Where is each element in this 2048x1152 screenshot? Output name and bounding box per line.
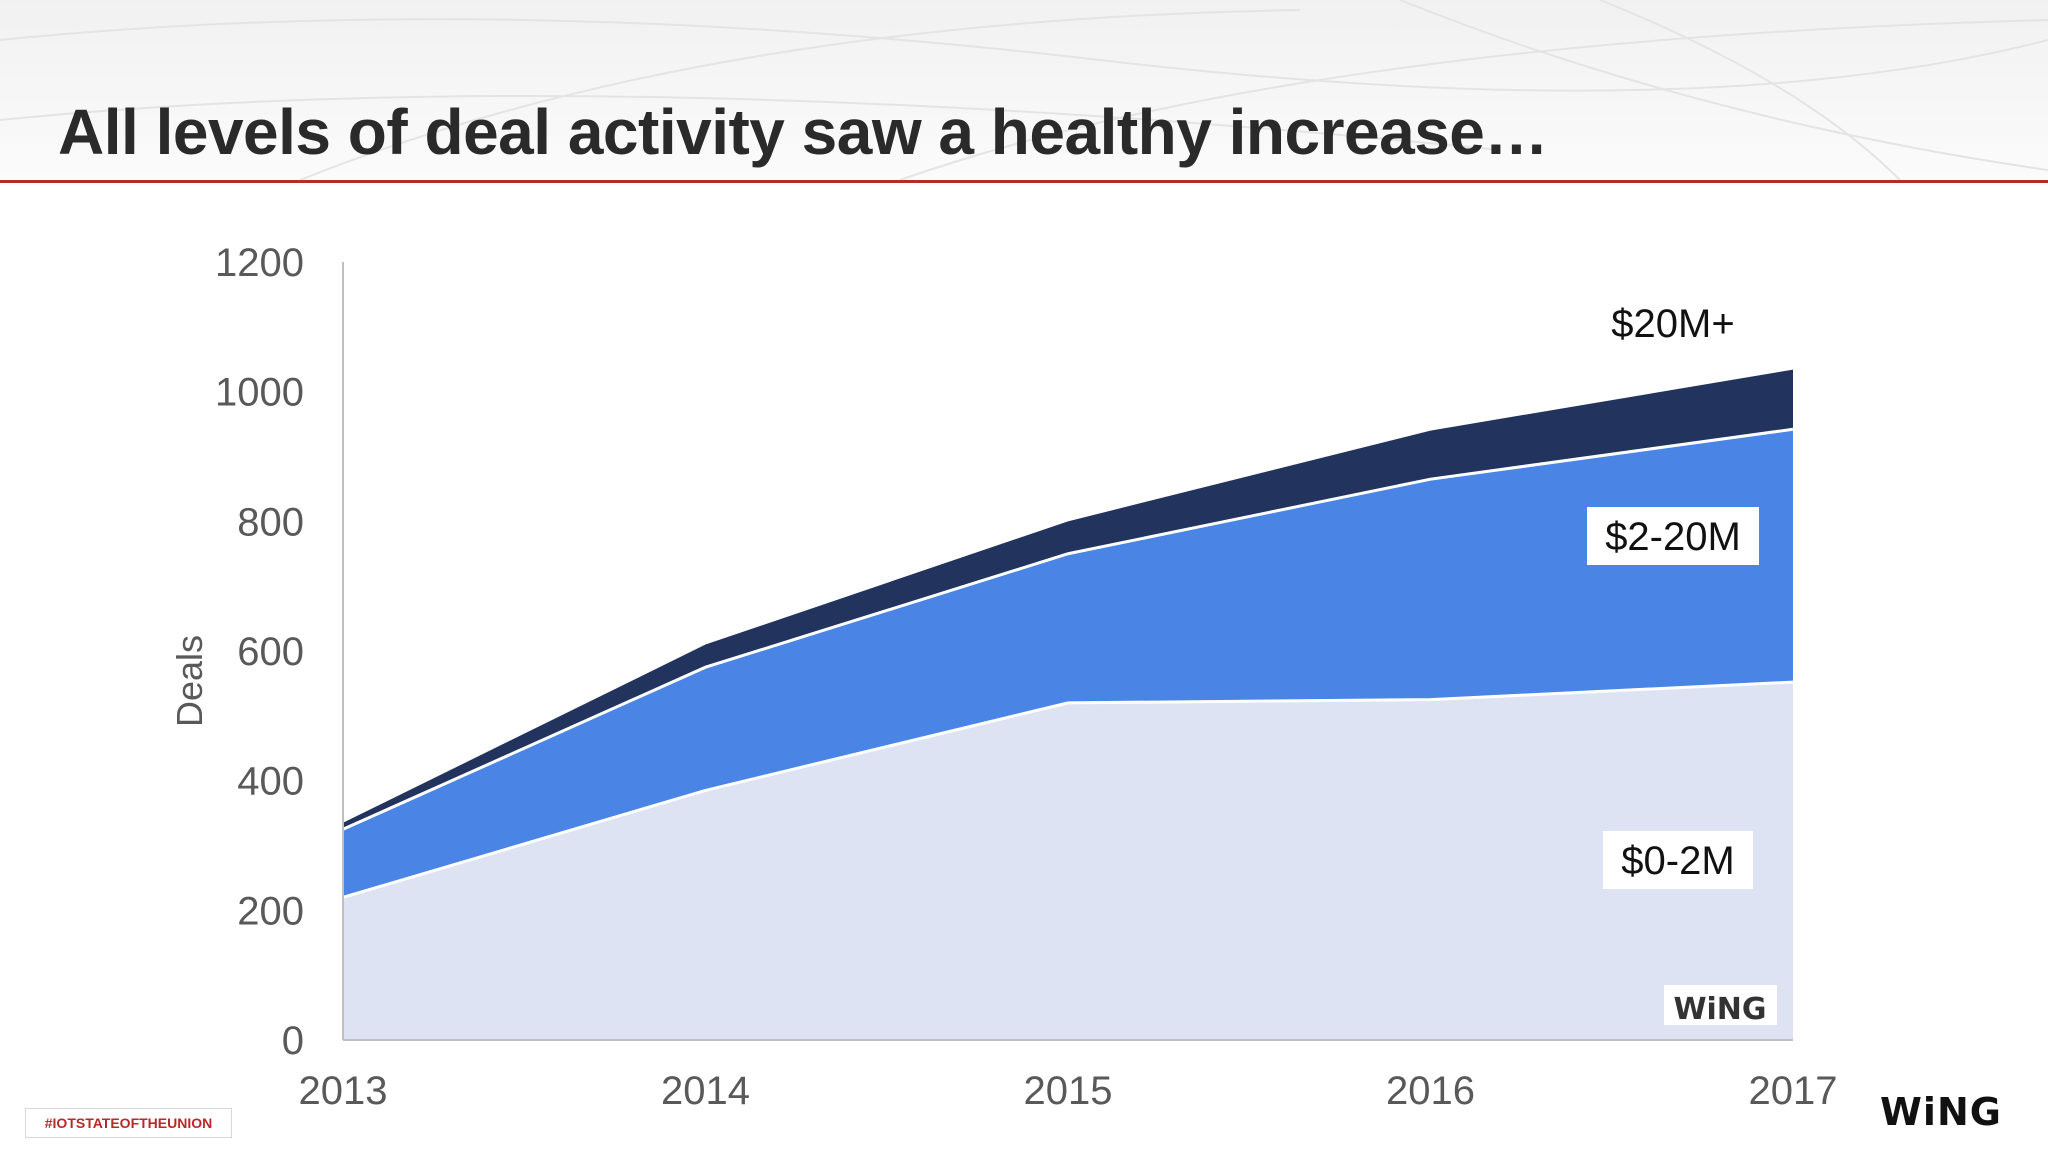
series-label-20m-plus: $20M+ <box>1611 302 1734 346</box>
hashtag-badge: #IOTSTATEOFTHEUNION <box>25 1108 232 1138</box>
series-label-2-20m: $2-20M <box>1605 515 1741 559</box>
y-tick-label: 400 <box>237 760 304 804</box>
x-tick-label: 2014 <box>661 1069 750 1113</box>
y-tick-label: 200 <box>237 889 304 933</box>
y-tick-label: 800 <box>237 500 304 544</box>
slide-title: All levels of deal activity saw a health… <box>58 96 1548 168</box>
separator-line-0-2m <box>342 680 1794 899</box>
area-series-20m-plus <box>343 369 1793 830</box>
chart-watermark: WiNG <box>1673 992 1766 1027</box>
chart-watermark-box <box>1664 985 1777 1025</box>
header-texture-graphic <box>0 0 2048 180</box>
x-tick-label: 2015 <box>1024 1069 1113 1113</box>
separator-line-2-20m <box>342 427 1794 831</box>
x-tick-label: 2013 <box>299 1069 388 1113</box>
series-label-2-20m-box <box>1587 507 1759 565</box>
header-background <box>0 0 2048 180</box>
area-series-2-20m <box>343 429 1793 898</box>
x-tick-label: 2017 <box>1749 1069 1838 1113</box>
y-tick-label: 1000 <box>215 371 304 415</box>
y-axis-title: Deals <box>169 635 210 727</box>
y-tick-label: 1200 <box>215 241 304 285</box>
brand-logo: WiNG <box>1880 1090 2002 1134</box>
y-tick-label: 600 <box>237 630 304 674</box>
area-series-0-2m <box>343 682 1793 1040</box>
x-tick-label: 2016 <box>1386 1069 1475 1113</box>
title-rule <box>0 180 2048 183</box>
y-tick-label: 0 <box>282 1019 304 1063</box>
series-label-0-2m-box <box>1603 831 1753 889</box>
series-label-0-2m: $0-2M <box>1621 839 1734 883</box>
